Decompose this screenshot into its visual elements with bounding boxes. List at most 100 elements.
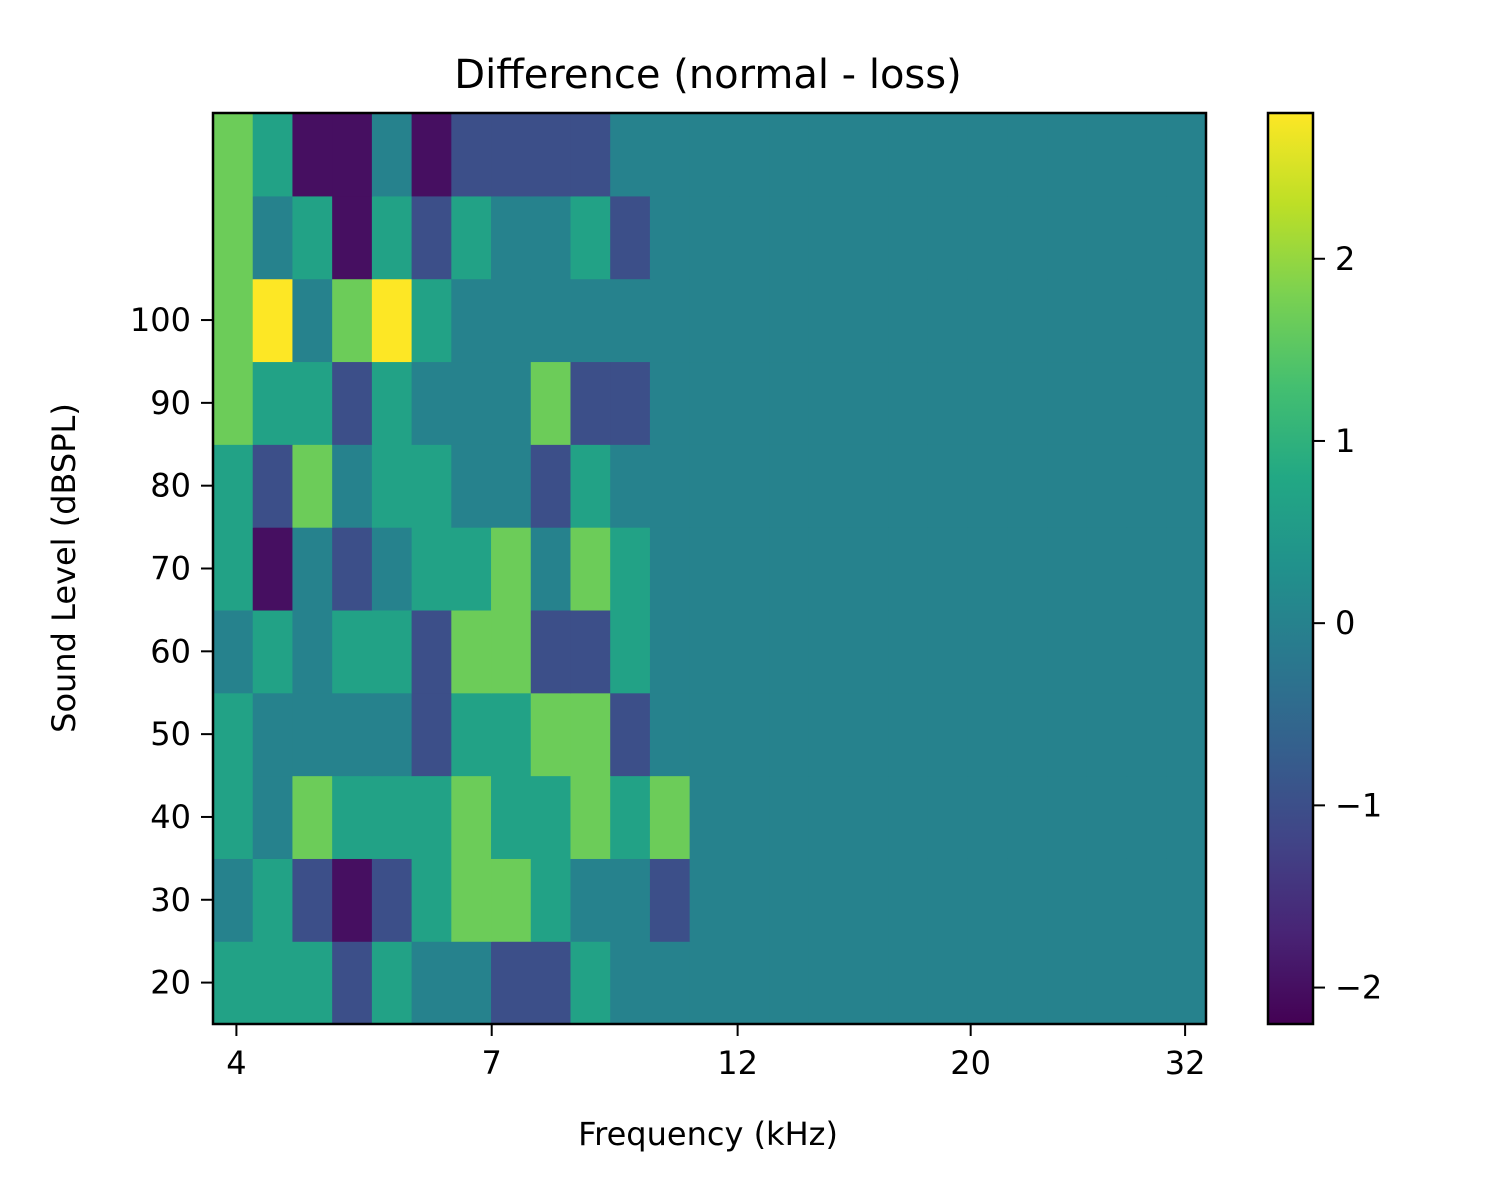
heatmap-cell — [371, 278, 413, 363]
heatmap-cell — [411, 527, 452, 611]
heatmap-cell — [1126, 527, 1167, 611]
heatmap-cell — [610, 113, 651, 197]
heatmap-cell — [491, 941, 532, 1025]
heatmap-cell — [530, 775, 572, 859]
heatmap-cell — [769, 609, 810, 694]
heatmap-cell — [689, 858, 730, 942]
heatmap-cell — [1166, 775, 1207, 859]
heatmap-cell — [1007, 444, 1048, 528]
heatmap-cell — [1126, 195, 1167, 280]
heatmap-cell — [1047, 692, 1088, 777]
heatmap-cell — [332, 941, 373, 1025]
heatmap-cell — [927, 692, 969, 777]
heatmap-cell — [610, 527, 651, 611]
heatmap-cell — [213, 858, 254, 942]
heatmap-cell — [1007, 361, 1048, 445]
heatmap-cell — [729, 444, 770, 528]
y-tick-label: 20 — [150, 964, 191, 1002]
heatmap-cells — [213, 113, 1207, 1025]
heatmap-cell — [649, 361, 691, 445]
heatmap-cell — [530, 361, 572, 445]
heatmap-cell — [967, 858, 1008, 942]
x-tick-label: 32 — [1165, 1044, 1206, 1082]
heatmap-cell — [848, 113, 889, 197]
heatmap-cell — [213, 113, 254, 197]
heatmap-cell — [848, 278, 889, 363]
heatmap-cell — [292, 361, 333, 445]
heatmap-cell — [332, 692, 373, 777]
heatmap-cell — [769, 775, 810, 859]
heatmap-cell — [649, 609, 691, 694]
x-axis: 4 7 12 20 32 — [226, 1024, 1205, 1082]
heatmap-cell — [570, 527, 611, 611]
heatmap-cell — [729, 527, 770, 611]
heatmap-cell — [451, 775, 492, 859]
heatmap-cell — [570, 195, 611, 280]
heatmap-cell — [967, 527, 1008, 611]
heatmap-cell — [332, 775, 373, 859]
heatmap-cell — [451, 195, 492, 280]
heatmap-cell — [292, 113, 333, 197]
heatmap-cell — [1166, 278, 1207, 363]
heatmap-cell — [848, 527, 889, 611]
heatmap-cell — [570, 858, 611, 942]
heatmap-cell — [649, 527, 691, 611]
heatmap-cell — [213, 775, 254, 859]
x-tick-label: 20 — [950, 1044, 991, 1082]
heatmap-cell — [848, 361, 889, 445]
heatmap-cell — [848, 195, 889, 280]
y-tick-label: 40 — [150, 798, 191, 836]
heatmap-cell — [808, 444, 850, 528]
heatmap-cell — [411, 361, 452, 445]
heatmap-cell — [530, 858, 572, 942]
heatmap-cell — [252, 527, 294, 611]
heatmap-cell — [332, 858, 373, 942]
heatmap-cell — [1007, 858, 1048, 942]
heatmap-cell — [1086, 609, 1128, 694]
heatmap-cell — [371, 195, 413, 280]
heatmap-cell — [371, 609, 413, 694]
heatmap-cell — [769, 941, 810, 1025]
heatmap-cell — [332, 195, 373, 280]
heatmap-cell — [689, 609, 730, 694]
heatmap-cell — [332, 278, 373, 363]
heatmap-cell — [1126, 692, 1167, 777]
y-tick-label: 60 — [150, 632, 191, 670]
heatmap-cell — [491, 361, 532, 445]
heatmap-cell — [689, 444, 730, 528]
heatmap-cell — [491, 692, 532, 777]
heatmap-cell — [808, 527, 850, 611]
heatmap-cell — [1166, 692, 1207, 777]
heatmap-cell — [808, 361, 850, 445]
y-tick-label: 100 — [130, 301, 191, 339]
heatmap-cell — [451, 444, 492, 528]
heatmap-cell — [570, 609, 611, 694]
heatmap-cell — [213, 278, 254, 363]
heatmap-cell — [689, 527, 730, 611]
heatmap-cell — [729, 278, 770, 363]
heatmap-cell — [927, 444, 969, 528]
heatmap-cell — [1166, 195, 1207, 280]
heatmap-cell — [371, 775, 413, 859]
heatmap-cell — [371, 113, 413, 197]
heatmap-cell — [451, 527, 492, 611]
heatmap-cell — [292, 775, 333, 859]
heatmap-cell — [888, 195, 929, 280]
heatmap-cell — [769, 692, 810, 777]
heatmap-cell — [292, 692, 333, 777]
heatmap-cell — [689, 278, 730, 363]
heatmap-cell — [1086, 941, 1128, 1025]
heatmap-cell — [808, 113, 850, 197]
heatmap-cell — [491, 527, 532, 611]
heatmap-cell — [729, 361, 770, 445]
colorbar-tick-label: −1 — [1335, 786, 1382, 824]
heatmap-cell — [411, 941, 452, 1025]
heatmap-cell — [1047, 361, 1088, 445]
heatmap-cell — [848, 941, 889, 1025]
heatmap-cell — [411, 444, 452, 528]
heatmap-cell — [530, 527, 572, 611]
heatmap-cell — [649, 692, 691, 777]
heatmap-cell — [689, 692, 730, 777]
heatmap-cell — [491, 195, 532, 280]
heatmap-cell — [371, 527, 413, 611]
